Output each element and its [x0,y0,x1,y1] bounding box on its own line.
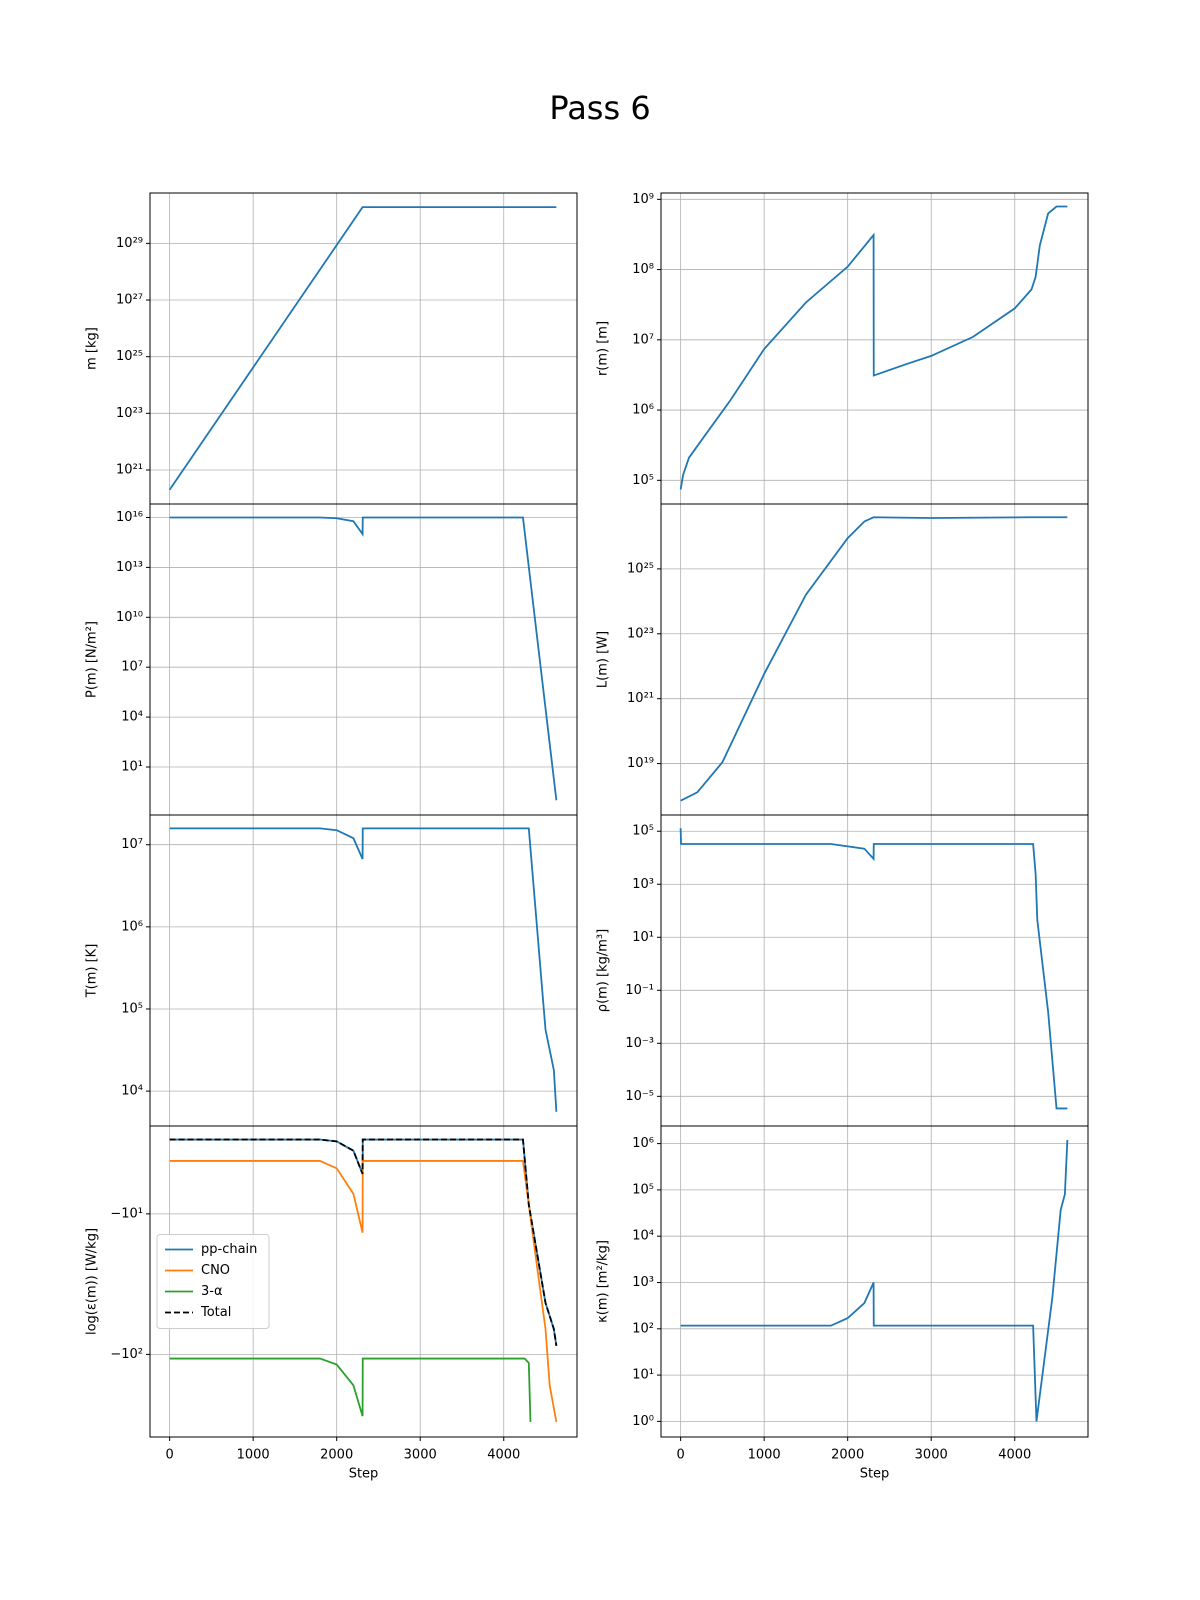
y-tick-label: 10²⁵ [116,349,143,364]
data-line [679,828,1068,1110]
y-axis-label: T(m) [K] [85,944,100,999]
y-tick-label: 10⁻³ [625,1036,654,1051]
panel: 10¹ 10⁴ 10⁷ 10¹⁰ 10¹³ 10¹⁶ P(m) [N/m²] [85,503,578,816]
data-line [680,1139,1069,1422]
y-tick-label: −10¹ [110,1206,143,1221]
y-tick-label: 10²⁹ [116,236,143,251]
y-tick-label: 10⁶ [632,403,654,418]
legend-label: 3-α [201,1284,223,1299]
y-tick-label: 10⁴ [632,1229,654,1244]
y-tick-label: 10⁰ [632,1414,654,1429]
y-tick-label: 10¹ [632,1368,654,1383]
y-tick-label: 10⁹ [632,192,654,207]
x-tick-label: 1000 [237,1448,270,1463]
y-axis-label: r(m) [m] [596,321,611,376]
panel: 10²¹ 10²³ 10²⁵ 10²⁷ 10²⁹ m [kg] [85,192,578,505]
x-tick-label: 3000 [915,1448,948,1463]
y-tick-label: 10¹ [632,930,654,945]
plot-frame [660,1125,1089,1438]
y-tick-label: 10⁵ [632,824,654,839]
y-tick-label: 10¹⁹ [627,756,654,771]
y-tick-label: −10² [110,1347,143,1362]
data-line [680,516,1068,802]
figure-title: Pass 6 [549,89,650,127]
y-tick-label: 10⁻¹ [625,983,654,998]
y-tick-label: 10² [632,1321,654,1336]
y-tick-label: 10⁵ [121,1001,143,1016]
x-axis-label: Step [349,1467,379,1482]
x-axis-label: Step [860,1467,890,1482]
y-tick-label: 10¹⁰ [116,610,143,625]
y-axis-label: log(ε(m)) [W/kg] [85,1228,100,1335]
data-line [169,516,558,801]
y-tick-label: 10⁷ [632,332,654,347]
legend-label: pp-chain [201,1242,257,1257]
y-tick-label: 10²¹ [627,691,654,706]
y-axis-label: ρ(m) [kg/m³] [596,929,611,1012]
x-tick-label: 2000 [320,1448,353,1463]
panel: 10⁵ 10⁶ 10⁷ 10⁸ 10⁹ r(m) [m] [596,192,1089,505]
y-tick-label: 10²³ [116,406,143,421]
data-line [169,1160,558,1423]
y-tick-label: 10⁴ [121,1084,143,1099]
y-tick-label: 10¹³ [116,560,143,575]
y-tick-label: 10⁷ [121,660,143,675]
y-tick-label: 10⁸ [632,262,654,277]
legend: pp-chain CNO 3-α Total [156,1234,270,1329]
legend-label: CNO [201,1263,230,1278]
x-tick-label: 0 [165,1448,173,1463]
y-tick-label: 10¹⁶ [116,510,143,525]
panel: 0 1000 2000 3000 4000 10⁰ 10¹ 10² 10³ 10⁴ 10⁵ 10⁶ St… [596,1125,1089,1482]
y-tick-label: 10⁵ [632,1182,654,1197]
panel: 10⁻⁵ 10⁻³ 10⁻¹ 10¹ 10³ 10⁵ ρ(m) [kg/m³] [596,814,1089,1127]
x-tick-label: 2000 [831,1448,864,1463]
data-line [169,1357,532,1422]
panel: 0 1000 2000 3000 4000 −10² −10¹ Step log(ε(m)) [… [85,1125,578,1482]
legend-box [156,1234,270,1329]
data-line [168,206,557,491]
x-tick-label: 0 [676,1448,684,1463]
y-tick-label: 10²¹ [116,462,143,477]
y-tick-label: 10⁶ [632,1136,654,1151]
panel: 10¹⁹ 10²¹ 10²³ 10²⁵ L(m) [W] [596,503,1089,816]
y-axis-label: κ(m) [m²/kg] [596,1240,611,1323]
legend-label: Total [200,1305,231,1320]
y-tick-label: 10³ [632,1275,654,1290]
data-line [169,1138,558,1347]
plot-frame [149,1125,578,1438]
y-tick-label: 10¹ [121,759,143,774]
y-axis-label: L(m) [W] [596,631,611,688]
y-tick-label: 10³ [632,877,654,892]
x-tick-label: 3000 [404,1448,437,1463]
y-tick-label: 10⁶ [121,919,143,934]
data-line [679,205,1068,490]
y-tick-label: 10²⁷ [116,293,143,308]
y-tick-label: 10²⁵ [627,561,654,576]
y-tick-label: 10⁻⁵ [625,1089,654,1104]
y-tick-label: 10⁷ [121,837,143,852]
y-tick-label: 10⁴ [121,710,143,725]
x-tick-label: 1000 [748,1448,781,1463]
x-tick-label: 4000 [998,1448,1031,1463]
y-axis-label: P(m) [N/m²] [85,621,100,698]
x-tick-label: 4000 [487,1448,520,1463]
y-axis-label: m [kg] [85,327,100,370]
y-tick-label: 10⁵ [632,473,654,488]
y-tick-label: 10²³ [627,626,654,641]
data-line [169,827,558,1112]
